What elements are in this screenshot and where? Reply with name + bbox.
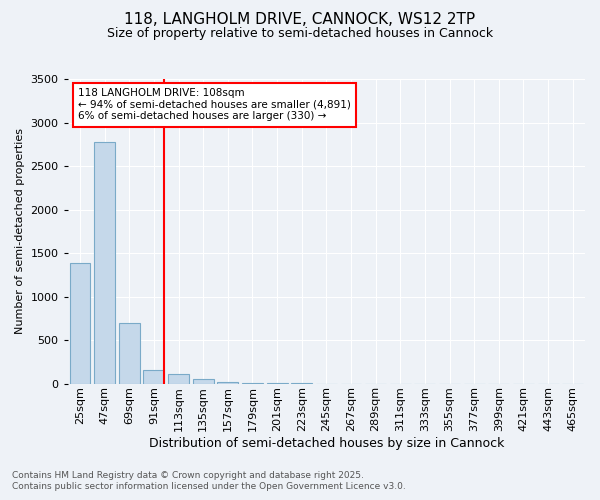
Bar — [119, 322, 140, 384]
Bar — [70, 264, 91, 384]
Bar — [168, 374, 189, 384]
Y-axis label: Number of semi-detached properties: Number of semi-detached properties — [15, 128, 25, 334]
Bar — [94, 142, 115, 384]
Text: Contains public sector information licensed under the Open Government Licence v3: Contains public sector information licen… — [12, 482, 406, 491]
X-axis label: Distribution of semi-detached houses by size in Cannock: Distribution of semi-detached houses by … — [149, 437, 504, 450]
Bar — [193, 379, 214, 384]
Bar — [143, 370, 164, 384]
Text: 118, LANGHOLM DRIVE, CANNOCK, WS12 2TP: 118, LANGHOLM DRIVE, CANNOCK, WS12 2TP — [124, 12, 476, 28]
Bar — [217, 382, 238, 384]
Text: 118 LANGHOLM DRIVE: 108sqm
← 94% of semi-detached houses are smaller (4,891)
6% : 118 LANGHOLM DRIVE: 108sqm ← 94% of semi… — [78, 88, 351, 122]
Text: Size of property relative to semi-detached houses in Cannock: Size of property relative to semi-detach… — [107, 28, 493, 40]
Text: Contains HM Land Registry data © Crown copyright and database right 2025.: Contains HM Land Registry data © Crown c… — [12, 471, 364, 480]
